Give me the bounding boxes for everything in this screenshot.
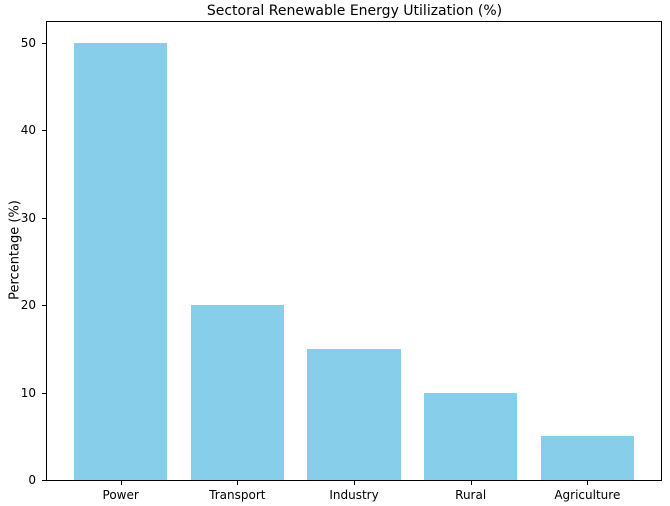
x-tick-label-agriculture: Agriculture (554, 488, 621, 502)
x-tick-mark (120, 481, 122, 485)
bar-agriculture (540, 436, 634, 480)
y-tick-mark (42, 305, 46, 307)
y-tick-label-0: 0 (28, 473, 36, 487)
y-tick-label-50: 50 (20, 35, 36, 50)
x-tick-mark (354, 481, 355, 485)
y-tick-label-30: 30 (20, 210, 36, 225)
y-tick-mark (42, 392, 46, 394)
x-tick-label-transport: Transport (209, 488, 266, 502)
x-tick-label-industry: Industry (329, 488, 379, 502)
y-tick-label-40: 40 (20, 123, 36, 138)
y-tick-mark (42, 130, 46, 132)
bar-rural (424, 392, 518, 480)
x-tick-label-power: Power (102, 488, 139, 502)
bar-power (74, 42, 168, 480)
x-tick-mark (587, 481, 589, 485)
y-tick-mark (42, 217, 46, 219)
plot-area (46, 21, 662, 481)
x-tick-label-rural: Rural (455, 488, 487, 502)
x-tick-mark (237, 481, 239, 485)
bar-industry (307, 348, 401, 480)
y-tick-mark (42, 480, 46, 481)
x-tick-mark (470, 481, 472, 485)
y-tick-label-20: 20 (20, 298, 36, 313)
bar-transport (190, 305, 284, 480)
y-tick-label-10: 10 (20, 385, 36, 400)
y-tick-mark (42, 42, 46, 44)
chart-title: Sectoral Renewable Energy Utilization (%… (206, 3, 503, 19)
